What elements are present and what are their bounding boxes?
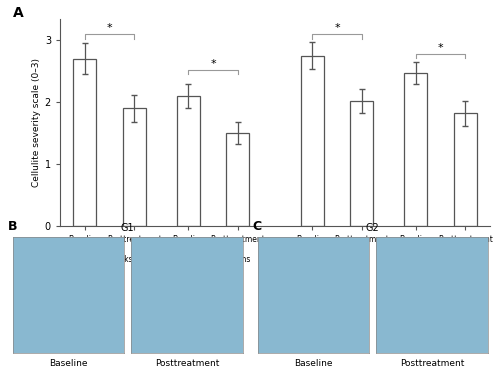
Bar: [177, 96, 200, 226]
Text: Baseline: Baseline: [49, 359, 88, 368]
Y-axis label: Cellulite severity scale (0–3): Cellulite severity scale (0–3): [32, 58, 40, 187]
Bar: [350, 101, 373, 226]
Bar: [123, 108, 146, 226]
Text: A: A: [12, 6, 24, 20]
Text: Posttreatment: Posttreatment: [400, 359, 464, 368]
Text: *: *: [334, 23, 340, 33]
Text: B: B: [8, 220, 17, 233]
Bar: [454, 113, 476, 226]
Text: G1: G1: [154, 275, 168, 285]
Text: G2-buttocks: G2-buttocks: [314, 255, 360, 264]
Text: *: *: [438, 43, 443, 53]
Text: G1: G1: [120, 223, 134, 233]
Bar: [74, 59, 96, 226]
Text: Baseline: Baseline: [294, 359, 333, 368]
Text: C: C: [252, 220, 262, 233]
Text: G1-posterior thighs: G1-posterior thighs: [176, 255, 250, 264]
Bar: [404, 73, 427, 226]
Text: *: *: [210, 59, 216, 69]
Bar: [301, 56, 324, 226]
Text: G2-posterior thighs: G2-posterior thighs: [403, 255, 477, 264]
Bar: [226, 133, 249, 226]
Text: Posttreatment: Posttreatment: [154, 359, 219, 368]
Text: G1-buttocks: G1-buttocks: [86, 255, 133, 264]
Text: *: *: [107, 23, 112, 33]
Text: G2: G2: [382, 275, 396, 285]
Text: G2: G2: [366, 223, 380, 233]
